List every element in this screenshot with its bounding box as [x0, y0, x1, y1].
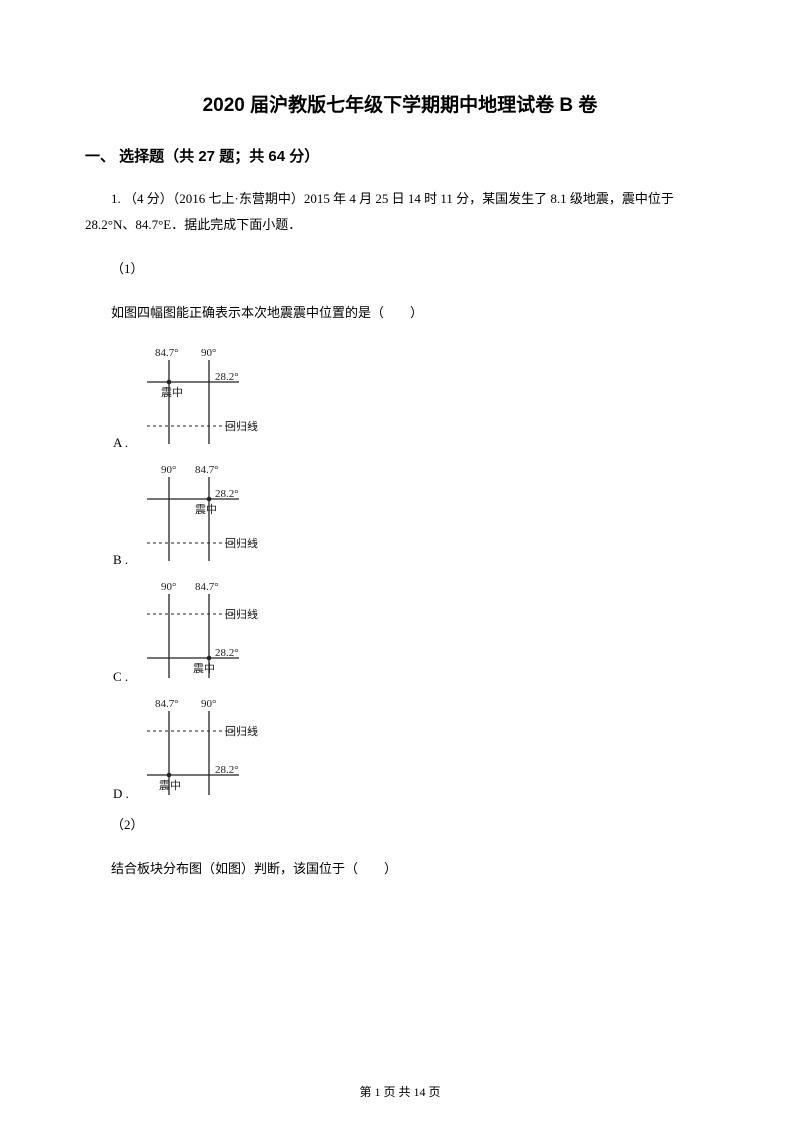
choice-b-label: B .	[113, 552, 133, 574]
choice-d-row: D . 84.7° 90° 回归线 28.2° 震中	[85, 695, 715, 808]
choice-b-row: B . 90° 84.7° 28.2° 震中 回归线	[85, 461, 715, 574]
svg-text:回归线: 回归线	[225, 607, 258, 621]
svg-text:90°: 90°	[201, 698, 216, 710]
q1-sub1-label: （1）	[85, 256, 715, 282]
q1-stem: 1. （4 分）（2016 七上·东营期中）2015 年 4 月 25 日 14…	[85, 186, 715, 238]
svg-text:84.7°: 84.7°	[195, 581, 219, 593]
svg-text:84.7°: 84.7°	[155, 698, 179, 710]
svg-text:回归线: 回归线	[225, 536, 258, 550]
choice-a-row: A . 84.7° 90° 28.2° 震中 回归线	[85, 344, 715, 457]
q1-sub2-text: 结合板块分布图（如图）判断，该国位于（ ）	[85, 856, 715, 882]
svg-text:28.2°: 28.2°	[215, 647, 239, 659]
svg-text:回归线: 回归线	[225, 419, 258, 433]
choice-c-label: C .	[113, 669, 133, 691]
svg-text:震中: 震中	[193, 662, 215, 675]
svg-text:震中: 震中	[161, 386, 183, 399]
section-header: 一、 选择题（共 27 题；共 64 分）	[85, 145, 715, 166]
choice-a-label: A .	[113, 435, 133, 457]
q1-sub2-label: （2）	[85, 812, 715, 838]
svg-text:90°: 90°	[161, 464, 176, 476]
q1-sub1-text: 如图四幅图能正确表示本次地震震中位置的是（ ）	[85, 300, 715, 326]
page-footer: 第 1 页 共 14 页	[0, 1083, 800, 1100]
diagram-c: 90° 84.7° 回归线 28.2° 震中	[139, 578, 281, 691]
choice-d-label: D .	[113, 786, 133, 808]
diagram-a: 84.7° 90° 28.2° 震中 回归线	[139, 344, 281, 457]
svg-text:28.2°: 28.2°	[215, 488, 239, 500]
diagram-b: 90° 84.7° 28.2° 震中 回归线	[139, 461, 281, 574]
svg-text:回归线: 回归线	[225, 724, 258, 738]
svg-text:震中: 震中	[159, 779, 181, 792]
svg-text:84.7°: 84.7°	[155, 347, 179, 359]
diagram-d: 84.7° 90° 回归线 28.2° 震中	[139, 695, 281, 808]
svg-text:84.7°: 84.7°	[195, 464, 219, 476]
svg-text:28.2°: 28.2°	[215, 764, 239, 776]
page-title: 2020 届沪教版七年级下学期期中地理试卷 B 卷	[85, 90, 715, 117]
svg-text:震中: 震中	[195, 503, 217, 516]
svg-text:90°: 90°	[201, 347, 216, 359]
svg-text:28.2°: 28.2°	[215, 371, 239, 383]
choice-c-row: C . 90° 84.7° 回归线 28.2° 震中	[85, 578, 715, 691]
svg-text:90°: 90°	[161, 581, 176, 593]
